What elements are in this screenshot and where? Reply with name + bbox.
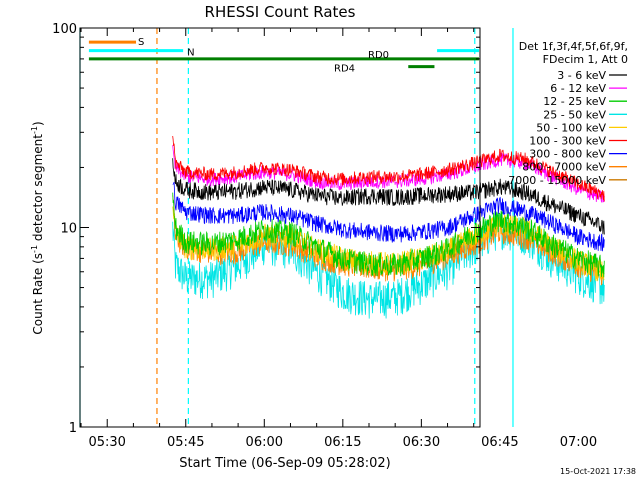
y-tick-label: 1: [69, 421, 77, 436]
legend-entry-label: 50 - 100 keV: [536, 121, 606, 134]
y-tick-label: 10: [60, 222, 77, 237]
series-line-6: [172, 181, 605, 252]
series-line-5: [172, 135, 605, 202]
legend-entry-label: 25 - 50 keV: [543, 108, 606, 121]
x-tick-label: 06:00: [246, 435, 283, 450]
legend-entry-label: 6 - 12 keV: [550, 82, 606, 95]
x-tick-label: 06:45: [481, 435, 518, 450]
chart-title: RHESSI Count Rates: [205, 3, 356, 21]
y-axis-label: Count Rate (s-1 detector segment-1): [30, 121, 45, 334]
series-line-2: [172, 192, 605, 278]
y-axis-label-sup2: -1: [30, 126, 39, 134]
series-layer: [172, 135, 605, 319]
x-axis-label: Start Time (06-Sep-09 05:28:02): [179, 456, 390, 471]
legend-entry-label: 12 - 25 keV: [543, 95, 606, 108]
y-axis-label-sup1: -1: [30, 245, 39, 253]
rd4-label: RD4: [334, 64, 355, 75]
legend-header-line1: Det 1f,3f,4f,5f,6f,9f,: [519, 40, 628, 53]
rd0-label: RD0: [368, 50, 389, 61]
y-axis-label-end: ): [31, 121, 45, 126]
y-axis-label-mid: detector segment: [31, 134, 45, 245]
x-tick-label: 06:15: [324, 435, 361, 450]
axis-ticks-layer: 05:30 05:45 06:00 06:15 06:30 06:45 07:00 1 10 10…: [52, 22, 597, 450]
y-axis-label-main: Count Rate (s: [31, 253, 45, 335]
svg-text:Count Rate (s-1 detector segme: Count Rate (s-1 detector segment-1): [30, 121, 45, 334]
legend-entry-label: 3 - 6 keV: [557, 69, 606, 82]
x-tick-label: 05:45: [167, 435, 204, 450]
y-tick-label: 100: [52, 22, 77, 37]
x-tick-label: 05:30: [88, 435, 125, 450]
x-tick-label: 06:30: [403, 435, 440, 450]
n-label: N: [187, 48, 194, 59]
legend-entry-label: 7000 - 15000 keV: [508, 174, 606, 187]
legend-header-line2: FDecim 1, Att 0: [543, 53, 628, 66]
annotation-bars-layer: S N RD0 RD4: [88, 37, 479, 75]
x-tick-label: 07:00: [560, 435, 597, 450]
legend-entry-label: 100 - 300 keV: [529, 135, 606, 148]
s-label: S: [138, 37, 144, 48]
series-line-3: [172, 213, 605, 319]
legend-entry-label: 800 - 7000 keV: [522, 161, 606, 174]
series-line-0: [172, 158, 605, 235]
plot-timestamp: 15-Oct-2021 17:38: [560, 467, 636, 476]
legend-entry-label: 300 - 800 keV: [529, 148, 606, 161]
